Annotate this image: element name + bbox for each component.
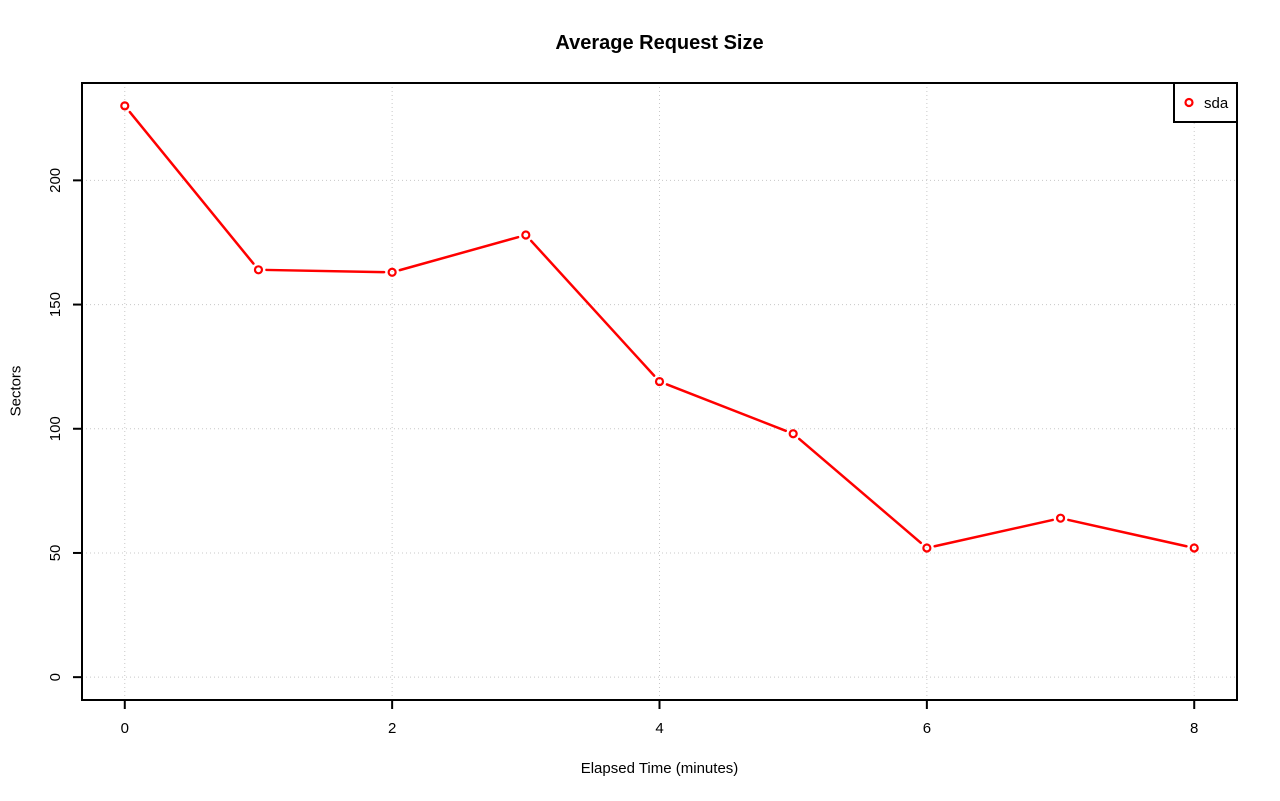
y-tick-label: 0	[47, 673, 64, 681]
series-line-segment	[1067, 518, 1188, 548]
y-tick-label: 150	[47, 292, 64, 317]
x-axis-label: Elapsed Time (minutes)	[580, 760, 739, 777]
legend-marker-icon	[1184, 97, 1194, 108]
data-point-marker	[521, 230, 531, 240]
data-point-marker	[1055, 513, 1066, 523]
legend-label: sda	[1204, 95, 1229, 112]
series-line-segment	[529, 239, 656, 377]
data-point-marker	[922, 543, 932, 553]
x-tick-label: 6	[923, 720, 931, 737]
data-point-marker	[120, 101, 130, 111]
chart-title: Average Request Size	[555, 32, 764, 54]
data-point-marker	[1189, 543, 1199, 553]
series-line-segment	[128, 110, 255, 265]
y-tick-label: 50	[47, 545, 64, 562]
x-tick-label: 8	[1190, 720, 1198, 737]
data-point-marker	[253, 265, 264, 275]
series-line-segment	[798, 437, 923, 545]
y-tick-label: 200	[47, 168, 64, 193]
x-tick-label: 0	[121, 720, 129, 737]
series-line-segment	[665, 383, 787, 433]
series-line-segment	[398, 235, 520, 272]
series-line-segment	[265, 268, 386, 274]
series-line-segment	[933, 518, 1054, 548]
y-tick-label: 100	[47, 416, 64, 441]
data-point-marker	[788, 429, 798, 439]
x-tick-label: 2	[388, 720, 396, 737]
data-point-marker	[654, 376, 665, 387]
y-axis-label: Sectors	[7, 365, 25, 417]
x-tick-label: 4	[655, 720, 663, 737]
data-point-marker	[387, 267, 397, 277]
